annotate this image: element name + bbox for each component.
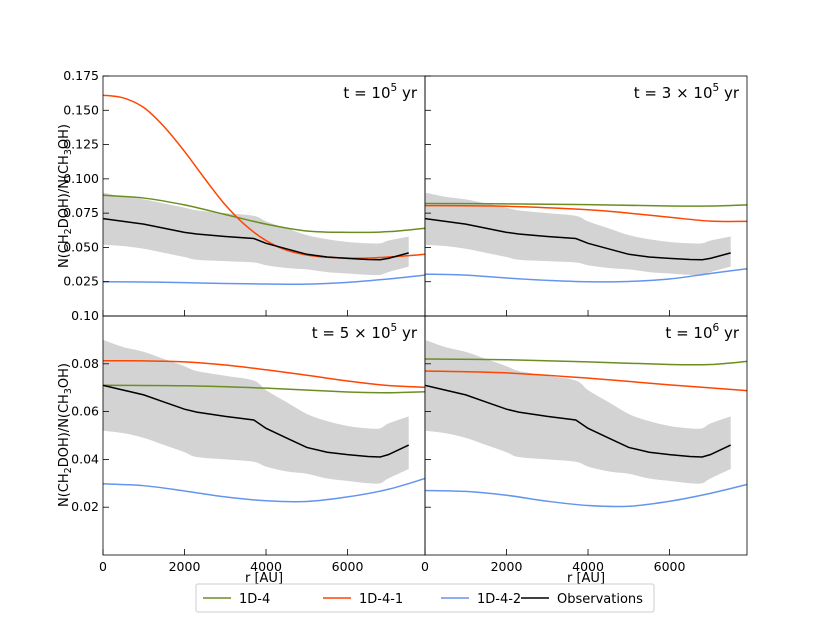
panel-title: t = 106 yr — [665, 322, 739, 342]
x-tick-label: 2000 — [169, 559, 201, 574]
y-tick-label: 0.02 — [71, 499, 99, 514]
plot-area — [103, 94, 425, 286]
series-1d-4-2 — [103, 274, 425, 286]
y-tick-label: 0.10 — [71, 308, 99, 323]
x-tick-label: 6000 — [654, 559, 686, 574]
panel-4: 0 2000 4000 6000 t = 106 yr — [421, 315, 748, 574]
y-tick-label: 0.175 — [63, 68, 99, 83]
y-tick-label: 0.100 — [63, 171, 99, 186]
series-1d-4-2 — [103, 477, 425, 503]
panel-title: t = 105 yr — [343, 82, 417, 102]
series-1d-4-2 — [425, 267, 747, 283]
plot-area — [103, 339, 425, 503]
panel-3: 0.02 0.04 0.06 0.08 0.10 0 2000 4000 6000 t = 5 ×… — [71, 308, 426, 574]
series-1d-4 — [103, 384, 425, 394]
legend-label: 1D-4-1 — [359, 592, 403, 607]
legend: 1D-4 1D-4-1 1D-4-2 Observations — [195, 583, 655, 613]
x-tick-label: 6000 — [332, 559, 364, 574]
y-tick-label: 0.08 — [71, 356, 99, 371]
y-tick-label: 0.04 — [71, 451, 99, 466]
y-tick-label: 0.075 — [63, 205, 99, 220]
series-observations — [103, 217, 409, 261]
plot-area — [425, 339, 747, 508]
observations-band — [425, 192, 731, 276]
panel-title: t = 5 × 105 yr — [312, 322, 418, 342]
y-tick-label: 0.06 — [71, 404, 99, 419]
y-axis-label: N(CH2DOH)/N(CH3OH) — [57, 124, 74, 268]
x-tick-label: 2000 — [491, 559, 523, 574]
legend-item-observations: Observations — [521, 592, 643, 607]
series-1d-4-1 — [103, 359, 425, 388]
series-observations — [103, 384, 410, 458]
plot-area — [425, 192, 747, 283]
panel-frame — [424, 75, 748, 317]
y-axis-labels: N(CH2DOH)/N(CH3OH) N(CH2DOH)/N(CH3OH) — [57, 124, 74, 507]
panel-2: t = 3 × 105 yr — [424, 75, 748, 317]
x-tick-label: 0 — [99, 559, 107, 574]
series-1d-4 — [425, 202, 747, 207]
legend-item-1d-4-1: 1D-4-1 — [323, 592, 403, 607]
y-tick-label: 0.150 — [63, 102, 99, 117]
y-tick-label: 0.050 — [63, 239, 99, 254]
legend-frame — [195, 583, 655, 613]
series-1d-4 — [425, 358, 747, 366]
panel-frame — [424, 315, 748, 556]
x-tick-label: 4000 — [572, 559, 604, 574]
series-1d-4-1 — [425, 370, 747, 392]
observations-band — [103, 339, 409, 484]
legend-label: Observations — [557, 592, 643, 607]
observations-band — [425, 339, 731, 484]
legend-label: 1D-4 — [239, 592, 270, 607]
y-tick-label: 0.125 — [63, 137, 99, 152]
series-observations — [425, 217, 731, 261]
series-1d-4 — [103, 194, 425, 234]
y-tick-label: 0.025 — [63, 274, 99, 289]
series-1d-4-2 — [425, 483, 747, 508]
y-axis-label: N(CH2DOH)/N(CH3OH) — [57, 363, 74, 507]
series-observations — [425, 384, 732, 458]
x-axis-label: r [AU] — [245, 571, 283, 586]
legend-item-1d-4-2: 1D-4-2 — [441, 592, 521, 607]
series-1d-4-1 — [103, 94, 425, 259]
x-axis-labels: r [AU] r [AU] — [245, 571, 605, 586]
panel-1: 0.025 0.050 0.075 0.100 0.125 0.150 0.175 t = 1… — [63, 68, 426, 317]
x-tick-label: 0 — [421, 559, 429, 574]
series-1d-4-1 — [425, 204, 747, 223]
legend-label: 1D-4-2 — [477, 592, 521, 607]
x-axis-label: r [AU] — [567, 571, 605, 586]
panel-title: t = 3 × 105 yr — [634, 82, 740, 102]
legend-item-1d-4: 1D-4 — [203, 592, 270, 607]
x-tick-label: 4000 — [250, 559, 282, 574]
